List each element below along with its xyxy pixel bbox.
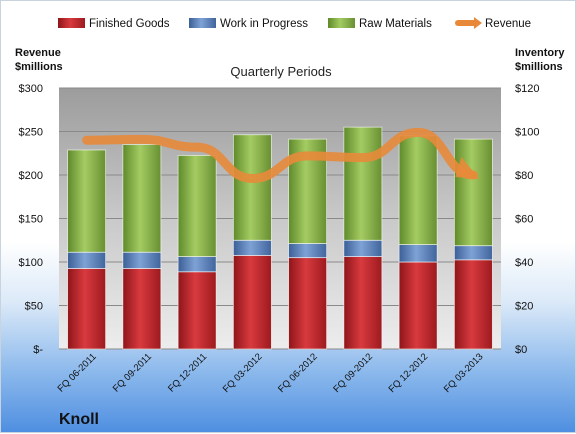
- chart-title: Quarterly Periods: [230, 64, 332, 79]
- legend-label: Raw Materials: [359, 18, 432, 30]
- left-tick-label: $250: [19, 127, 43, 139]
- right-tick-label: $40: [515, 257, 533, 269]
- bar-segment-raw-materials: [343, 126, 383, 241]
- bar-segment-raw-materials: [232, 134, 272, 241]
- left-axis-title: Revenue: [15, 47, 61, 59]
- x-tick-label: FQ 09-2012: [331, 351, 375, 395]
- bar-segment-finished-goods: [177, 271, 217, 350]
- bar-segment-raw-materials: [398, 135, 438, 246]
- bar-segment-finished-goods: [398, 261, 438, 350]
- left-axis-title: $millions: [15, 61, 63, 73]
- right-axis-title: Inventory: [515, 47, 565, 59]
- bar-segment-raw-materials: [453, 138, 493, 247]
- bar-segment-finished-goods: [288, 257, 328, 350]
- x-tick-label: FQ 09-2011: [111, 351, 154, 394]
- bar-segment-raw-materials: [177, 155, 217, 257]
- legend-label: Finished Goods: [89, 18, 170, 30]
- x-tick-label: FQ 03-2012: [221, 351, 265, 395]
- bar-segment-raw-materials: [67, 149, 107, 253]
- bar-segment-work-in-progress: [343, 239, 383, 257]
- right-tick-label: $120: [515, 83, 539, 95]
- bar-segment-finished-goods: [67, 268, 107, 350]
- bar-segment-work-in-progress: [398, 244, 438, 263]
- bar-segment-work-in-progress: [67, 251, 107, 269]
- legend-swatch: [58, 18, 85, 28]
- legend-label: Work in Progress: [220, 18, 308, 30]
- left-tick-label: $200: [19, 170, 43, 182]
- left-tick-label: $50: [25, 301, 43, 313]
- bar-segment-work-in-progress: [177, 256, 217, 273]
- right-tick-label: $100: [515, 127, 539, 139]
- left-tick-label: $150: [19, 214, 43, 226]
- right-tick-label: $60: [515, 214, 533, 226]
- bar-segment-finished-goods: [343, 256, 383, 350]
- x-tick-label: FQ 06-2012: [276, 351, 320, 395]
- left-tick-label: $300: [19, 83, 43, 95]
- revenue-arrowhead: [455, 157, 480, 179]
- legend-swatch: [328, 18, 355, 28]
- bar-segment-finished-goods: [122, 268, 162, 350]
- legend-swatch: [189, 18, 216, 28]
- bar-segment-raw-materials: [122, 144, 162, 253]
- legend-label: Revenue: [485, 18, 531, 30]
- bar-segment-work-in-progress: [453, 245, 493, 261]
- bar-segment-work-in-progress: [288, 243, 328, 259]
- bar-segment-work-in-progress: [122, 251, 162, 269]
- right-tick-label: $80: [515, 170, 533, 182]
- right-tick-label: $20: [515, 301, 533, 313]
- x-tick-label: FQ 12-2011: [166, 351, 209, 394]
- bar-segment-finished-goods: [232, 255, 272, 350]
- left-tick-label: $-: [33, 344, 43, 356]
- x-tick-label: FQ 06-2011: [56, 351, 99, 394]
- right-axis-title: $millions: [515, 61, 563, 73]
- bar-segment-finished-goods: [453, 259, 493, 350]
- revenue-line: [82, 127, 478, 183]
- x-tick-label: FQ 03-2013: [442, 351, 486, 395]
- right-tick-label: $0: [515, 344, 527, 356]
- left-tick-label: $100: [19, 257, 43, 269]
- brand-label: Knoll: [59, 411, 99, 428]
- x-tick-label: FQ 12-2012: [387, 351, 431, 395]
- bar-segment-work-in-progress: [232, 239, 272, 256]
- legend-arrowhead-revenue: [474, 17, 482, 29]
